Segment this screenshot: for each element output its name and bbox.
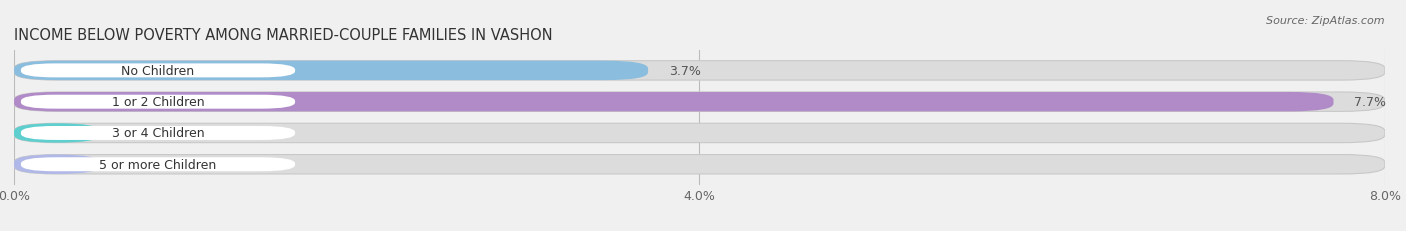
Text: 0.0%: 0.0% (121, 127, 152, 140)
FancyBboxPatch shape (21, 64, 295, 78)
Text: Source: ZipAtlas.com: Source: ZipAtlas.com (1267, 16, 1385, 26)
FancyBboxPatch shape (14, 155, 100, 174)
FancyBboxPatch shape (14, 155, 1385, 174)
FancyBboxPatch shape (14, 61, 1385, 81)
FancyBboxPatch shape (14, 124, 100, 143)
Text: 7.7%: 7.7% (1354, 96, 1386, 109)
Text: 1 or 2 Children: 1 or 2 Children (111, 96, 204, 109)
FancyBboxPatch shape (14, 93, 1333, 112)
FancyBboxPatch shape (14, 124, 1385, 143)
Text: 3.7%: 3.7% (669, 65, 700, 78)
FancyBboxPatch shape (21, 95, 295, 109)
Text: No Children: No Children (121, 65, 194, 78)
FancyBboxPatch shape (21, 126, 295, 140)
Text: 0.0%: 0.0% (121, 158, 152, 171)
Text: INCOME BELOW POVERTY AMONG MARRIED-COUPLE FAMILIES IN VASHON: INCOME BELOW POVERTY AMONG MARRIED-COUPL… (14, 28, 553, 43)
Text: 3 or 4 Children: 3 or 4 Children (111, 127, 204, 140)
Text: 5 or more Children: 5 or more Children (100, 158, 217, 171)
FancyBboxPatch shape (14, 93, 1385, 112)
FancyBboxPatch shape (14, 61, 648, 81)
FancyBboxPatch shape (21, 158, 295, 171)
